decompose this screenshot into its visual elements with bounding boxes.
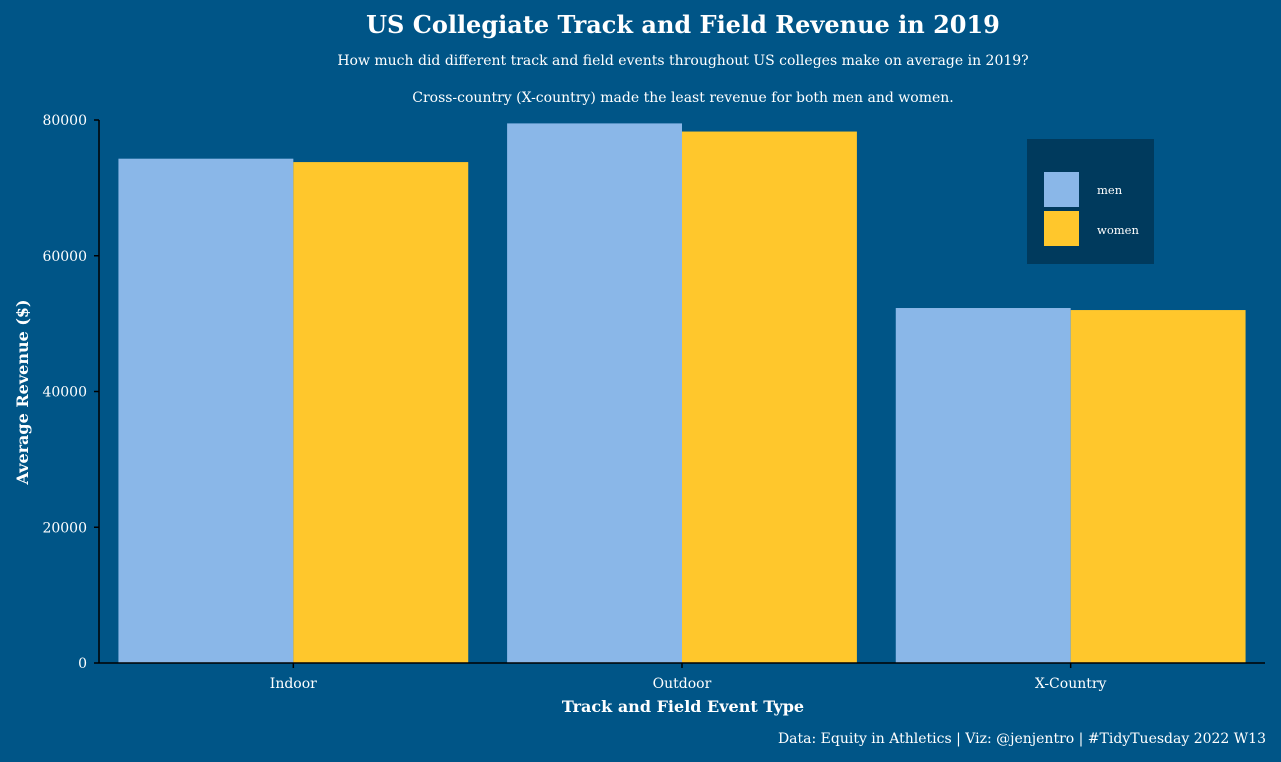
y-tick-label: 40000 bbox=[42, 385, 87, 401]
bar-men-outdoor bbox=[507, 123, 682, 664]
chart-title: US Collegiate Track and Field Revenue in… bbox=[366, 10, 1000, 39]
bar-men-x-country bbox=[895, 308, 1071, 663]
y-tick-label: 60000 bbox=[42, 249, 87, 265]
x-axis: Indoor Outdoor X-Country bbox=[99, 662, 1265, 692]
bar-women-indoor bbox=[293, 162, 469, 663]
legend-swatch-men bbox=[1044, 172, 1079, 207]
bar-women-outdoor bbox=[682, 131, 857, 663]
x-tick-label: Outdoor bbox=[653, 676, 712, 692]
x-tick-label: Indoor bbox=[270, 676, 317, 692]
chart-subtitle-secondary: Cross-country (X-country) made the least… bbox=[412, 90, 954, 106]
legend-swatch-women bbox=[1044, 211, 1079, 246]
y-tick-label: 80000 bbox=[42, 113, 87, 129]
chart-subtitle: How much did different track and field e… bbox=[337, 53, 1028, 69]
x-axis-title: Track and Field Event Type bbox=[562, 697, 804, 716]
legend: men women bbox=[1027, 139, 1154, 264]
legend-label-men: men bbox=[1097, 183, 1123, 197]
y-axis-title: Average Revenue ($) bbox=[13, 299, 32, 485]
chart-caption: Data: Equity in Athletics | Viz: @jenjen… bbox=[778, 731, 1266, 747]
bars-group bbox=[118, 123, 1246, 664]
y-tick-label: 0 bbox=[78, 656, 87, 672]
x-tick-label: X-Country bbox=[1035, 676, 1107, 692]
y-tick-label: 20000 bbox=[42, 520, 87, 536]
legend-label-women: women bbox=[1097, 223, 1139, 237]
y-axis: 0 20000 40000 60000 80000 bbox=[42, 113, 100, 672]
bar-women-x-country bbox=[1070, 310, 1246, 663]
bar-men-indoor bbox=[118, 158, 294, 663]
